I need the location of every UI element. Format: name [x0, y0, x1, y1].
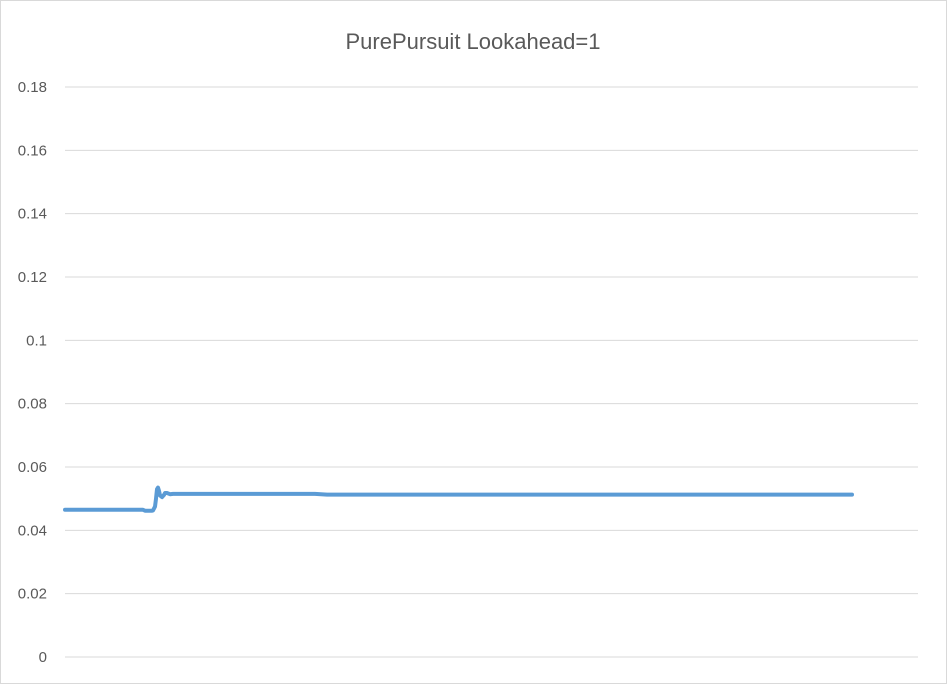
y-tick-label: 0.08 [18, 396, 47, 413]
y-tick-label: 0.06 [18, 459, 47, 476]
y-tick-label: 0.02 [18, 586, 47, 603]
y-tick-label: 0.1 [26, 332, 47, 349]
y-tick-label: 0.12 [18, 269, 47, 286]
y-tick-label: 0.18 [18, 79, 47, 96]
y-tick-label: 0.04 [18, 522, 47, 539]
series-line [63, 485, 854, 513]
gridlines [65, 86, 918, 658]
y-tick-label: 0.14 [18, 206, 47, 223]
y-tick-label: 0 [39, 649, 47, 666]
y-axis-tick-labels: 0 0.02 0.04 0.06 0.08 0.1 0.12 0.14 0.16 0.18 [18, 79, 47, 666]
y-tick-label: 0.16 [18, 142, 47, 159]
chart-title: PurePursuit Lookahead=1 [345, 29, 600, 54]
